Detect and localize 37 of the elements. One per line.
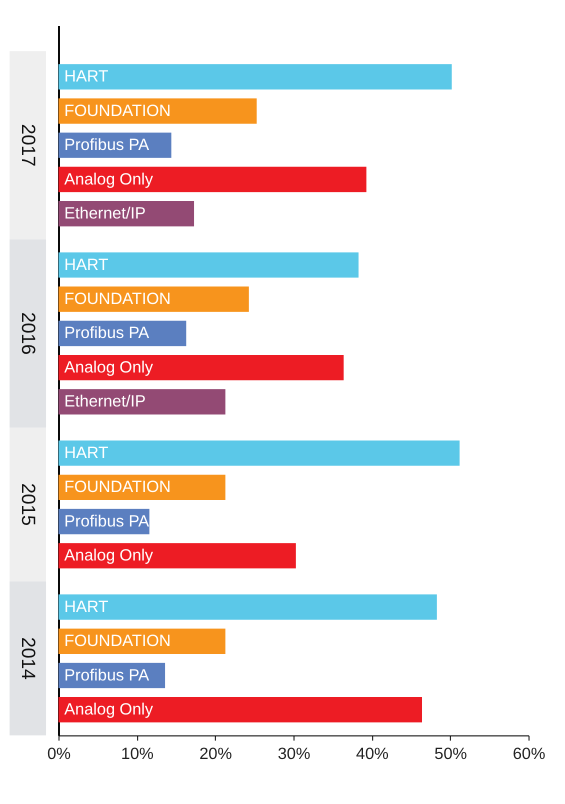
bar [58, 252, 359, 278]
series-label: Analog Only [64, 170, 154, 188]
text: Profibus PA [64, 324, 150, 342]
x-tick-label: 30% [278, 744, 310, 763]
x-tick-label: 50% [434, 744, 467, 763]
x-tick-label: 40% [356, 744, 389, 763]
bar [58, 389, 226, 414]
text: Analog Only [64, 358, 154, 376]
series-label: HART [64, 256, 108, 274]
text: Profibus PA [64, 666, 150, 684]
bar [58, 543, 296, 568]
bar [58, 440, 460, 466]
series-label: Profibus PA [64, 512, 150, 530]
text: FOUNDATION [64, 102, 171, 120]
text: FOUNDATION [64, 478, 171, 496]
series-label: Ethernet/IP [64, 204, 146, 222]
text: Analog Only [64, 546, 154, 565]
x-tick-label: 20% [199, 744, 232, 763]
y-tick-label: 2016 [17, 312, 38, 355]
y-tick-label: 2015 [17, 483, 38, 526]
bar [58, 354, 344, 380]
bar [58, 286, 249, 312]
bar [58, 166, 366, 192]
text: Analog Only [64, 700, 154, 719]
text: Profibus PA [64, 136, 150, 154]
text: HART [64, 68, 108, 86]
y-tick-label: 2017 [17, 124, 38, 167]
text: HART [64, 444, 108, 462]
x-tick-label: 60% [512, 744, 546, 763]
text: HART [64, 598, 108, 616]
y-tick-label: 2014 [17, 637, 38, 680]
x-tick-label: 10% [121, 744, 154, 763]
bar [58, 64, 452, 90]
text: FOUNDATION [64, 632, 171, 650]
x-tick-label: 0% [47, 744, 71, 763]
series-label: FOUNDATION [64, 290, 171, 308]
text: Ethernet/IP [64, 392, 146, 411]
